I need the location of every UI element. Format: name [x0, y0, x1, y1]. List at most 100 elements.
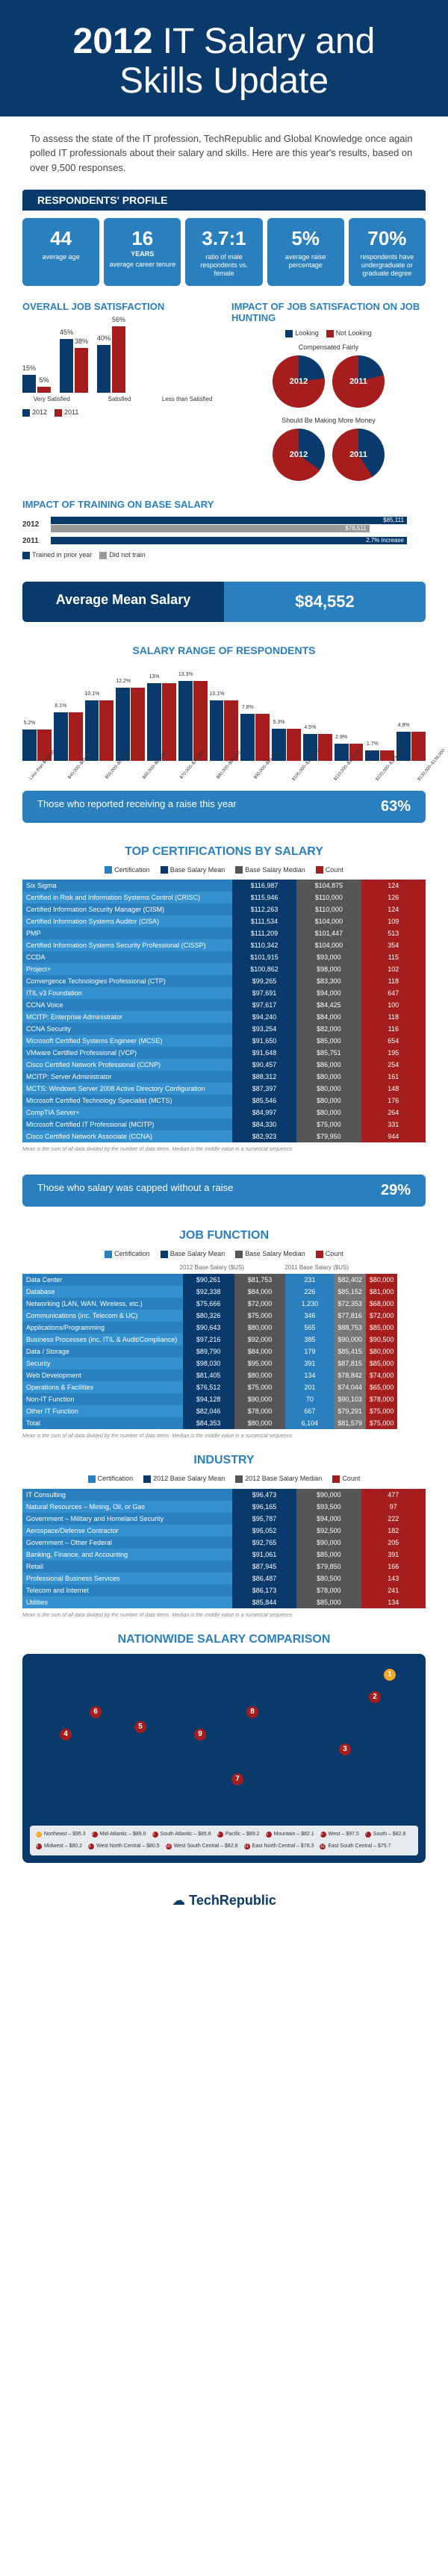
hero-line2: Skills Update: [119, 61, 329, 101]
profile-card: 3.7:1ratio of male respondents vs. femal…: [185, 218, 262, 286]
legend-trained: Trained in prior year: [32, 551, 92, 559]
capped-stripe: Those who salary was capped without a ra…: [22, 1175, 426, 1207]
job-leg-2: Base Salary Median: [245, 1250, 305, 1257]
industry-section: INDUSTRY Certification 2012 Base Salary …: [0, 1446, 448, 1625]
industry-table: IT Consulting$96,473$90,000477Natural Re…: [22, 1489, 426, 1608]
table-row: Cisco Certified Network Associate (CCNA)…: [22, 1130, 426, 1142]
map-legend-box: 1 Northeast – $95.32 Mid-Atlantic – $89.…: [30, 1826, 418, 1855]
legend-2011: 2011: [64, 408, 78, 416]
satisfaction-chart: 15%5%45%38%40%56%: [22, 318, 217, 393]
table-row: Government – Other Federal$92,765$90,000…: [22, 1537, 426, 1549]
table-row: CompTIA Server+$84,997$80,000264: [22, 1107, 426, 1119]
table-row: Telecom and Internet$86,173$78,000241: [22, 1584, 426, 1596]
ind-leg-1: 2012 Base Salary Mean: [153, 1475, 225, 1482]
cert-leg-2: Base Salary Median: [245, 866, 305, 874]
raise-pct: 63%: [381, 798, 411, 815]
cert-title: TOP CERTIFICATIONS BY SALARY: [22, 845, 426, 859]
training-title: IMPACT OF TRAINING ON BASE SALARY: [22, 499, 426, 510]
table-row: MCTS: Windows Server 2008 Active Directo…: [22, 1083, 426, 1095]
table-row: Non-IT Function$94,128$90,00070$90,103$7…: [22, 1393, 426, 1405]
table-row: Networking (LAN, WAN, Wireless, etc.)$75…: [22, 1298, 426, 1310]
cert-table: Six Sigma$116,987$104,875124Certified in…: [22, 880, 426, 1142]
table-row: Six Sigma$116,987$104,875124: [22, 880, 426, 892]
job-leg-3: Count: [326, 1250, 343, 1257]
satisfaction-labels: Very SatisfiedSatisfiedLess than Satisfi…: [22, 396, 217, 402]
table-row: MCITP: Enterprise Administrator$94,240$8…: [22, 1011, 426, 1023]
job-leg-1: Base Salary Mean: [170, 1250, 225, 1257]
table-row: Banking, Finance, and Accounting$91,061$…: [22, 1549, 426, 1561]
table-row: ITIL v3 Foundation$97,691$94,000647: [22, 987, 426, 999]
table-row: Microsoft Certified Systems Engineer (MC…: [22, 1035, 426, 1047]
job-leg-0: Certification: [114, 1250, 150, 1257]
table-row: Business Processes (inc. ITIL & Audit/Co…: [22, 1334, 426, 1345]
page: 2012 IT Salary andSkills Update To asses…: [0, 0, 448, 1931]
table-row: CCDA$101,915$93,000115: [22, 951, 426, 963]
job-head-2011: 2011 Base Salary ($US): [264, 1264, 369, 1271]
industry-footnote: Mean is the sum of all data divided by t…: [22, 1613, 426, 1618]
hunt-legend: Looking Not Looking: [231, 329, 426, 337]
footer: ☁ TechRepublic: [0, 1870, 448, 1931]
table-row: Project+$100,862$98,000102: [22, 963, 426, 975]
mean-salary-banner: Average Mean Salary $84,552: [22, 582, 426, 622]
salary-range-title: SALARY RANGE OF RESPONDENTS: [22, 644, 426, 656]
legend-nottrained: Did not train: [109, 551, 146, 559]
job-section: JOB FUNCTION Certification Base Salary M…: [0, 1222, 448, 1446]
table-row: IT Consulting$96,473$90,000477: [22, 1489, 426, 1501]
industry-title: INDUSTRY: [22, 1454, 426, 1467]
table-row: Certified Information Systems Security P…: [22, 939, 426, 951]
mean-salary-label: Average Mean Salary: [22, 582, 224, 622]
table-row: CCNA Security$93,254$82,000116: [22, 1023, 426, 1035]
salary-range-labels: Less than $40,000$40,000–$49,000$50,000–…: [22, 764, 426, 768]
job-footnote: Mean is the sum of all data divided by t…: [22, 1434, 426, 1439]
legend-2012: 2012: [32, 408, 47, 416]
job-legend: Certification Base Salary Mean Base Sala…: [22, 1250, 426, 1258]
ind-leg-2: 2012 Base Salary Median: [245, 1475, 322, 1482]
cert-leg-1: Base Salary Mean: [170, 866, 225, 874]
job-title: JOB FUNCTION: [22, 1229, 426, 1242]
capped-text: Those who salary was capped without a ra…: [37, 1182, 233, 1199]
table-row: Cisco Certified Network Professional (CC…: [22, 1059, 426, 1071]
table-row: Professional Business Services$86,487$80…: [22, 1572, 426, 1584]
table-row: Database$92,338$84,000226$85,152$81,0004…: [22, 1286, 426, 1298]
industry-legend: Certification 2012 Base Salary Mean 2012…: [22, 1475, 426, 1483]
profile-card: 16YEARSaverage career tenure: [104, 218, 181, 286]
cert-leg-0: Certification: [114, 866, 150, 874]
impact-hunt-title: IMPACT OF JOB SATISFACTION ON JOB HUNTIN…: [231, 301, 426, 323]
hero: 2012 IT Salary andSkills Update: [0, 0, 448, 116]
cert-section: TOP CERTIFICATIONS BY SALARY Certificati…: [0, 838, 448, 1160]
profile-card: 70%respondents have undergraduate or gra…: [349, 218, 426, 286]
profile-card: 5%average raise percentage: [267, 218, 344, 286]
mean-salary-value: $84,552: [224, 582, 426, 622]
table-row: Government – Military and Homeland Secur…: [22, 1513, 426, 1525]
mid-row-1: OVERALL JOB SATISFACTION 15%5%45%38%40%5…: [0, 293, 448, 491]
ind-leg-0: Certification: [98, 1475, 134, 1482]
cert-footnote: Mean is the sum of all data divided by t…: [22, 1147, 426, 1152]
table-row: Convergence Technologies Professional (C…: [22, 975, 426, 987]
table-row: Applications/Programming$90,643$80,00056…: [22, 1322, 426, 1334]
intro-text: To assess the state of the IT profession…: [0, 116, 448, 190]
map-section: NATIONWIDE SALARY COMPARISON 1 2 3 4 5 6…: [0, 1625, 448, 1870]
table-row: PMP$111,209$101,447513: [22, 927, 426, 939]
training-row: IMPACT OF TRAINING ON BASE SALARY 2012$8…: [0, 491, 448, 567]
satisfaction-legend: 2012 2011: [22, 408, 217, 417]
salary-range-section: SALARY RANGE OF RESPONDENTS 5.2%8.1%10.1…: [0, 637, 448, 776]
capped-pct: 29%: [381, 1182, 411, 1199]
job-head: 2012 Base Salary ($US) 2011 Base Salary …: [22, 1264, 426, 1274]
table-row: MCITP: Server Administrator$88,312$80,00…: [22, 1071, 426, 1083]
training-bars: 2012$85,111$78,51120112.7% increase: [22, 516, 426, 545]
ind-leg-3: Count: [342, 1475, 360, 1482]
job-table: Data Center$90,261$81,753231$82,402$80,0…: [22, 1274, 426, 1429]
impact-hunt-block: IMPACT OF JOB SATISFACTION ON JOB HUNTIN…: [231, 301, 426, 484]
us-map: 1 2 3 4 5 6 7 8 9 1 Northeast – $95.32 M…: [22, 1654, 426, 1863]
map-title: NATIONWIDE SALARY COMPARISON: [22, 1633, 426, 1646]
table-row: Web Development$81,405$80,000134$78,842$…: [22, 1369, 426, 1381]
table-row: Security$98,030$95,000391$87,815$85,0004…: [22, 1357, 426, 1369]
cert-legend: Certification Base Salary Mean Base Sala…: [22, 866, 426, 874]
table-row: Natural Resources – Mining, Oil, or Gas$…: [22, 1501, 426, 1513]
cert-leg-3: Count: [326, 866, 343, 874]
table-row: CCNA Voice$97,617$84,425100: [22, 999, 426, 1011]
footer-brand: TechRepublic: [189, 1893, 276, 1908]
table-row: Certified Information Systems Auditor (C…: [22, 915, 426, 927]
table-row: Data Center$90,261$81,753231$82,402$80,0…: [22, 1274, 426, 1286]
satisfaction-title: OVERALL JOB SATISFACTION: [22, 301, 217, 312]
